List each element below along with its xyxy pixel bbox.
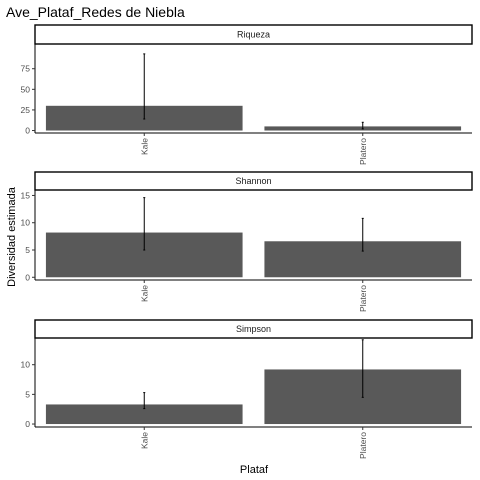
x-tick-label: Platero	[358, 432, 368, 459]
panel-shannon: Shannon 0 5 10 15 Kale Platero	[21, 171, 473, 312]
y-tick-label: 5	[25, 245, 30, 255]
x-tick-label: Kale	[139, 285, 149, 302]
bar-kale	[45, 404, 243, 425]
x-tick-label: Platero	[358, 285, 368, 312]
y-tick-label: 5	[25, 389, 30, 399]
chart-title: Ave_Plataf_Redes de Niebla	[6, 4, 185, 20]
strip-label: Simpson	[236, 324, 271, 334]
y-axis-title: Diversidad estimada	[6, 186, 18, 287]
x-tick-label: Platero	[358, 138, 368, 165]
x-tick-label: Kale	[139, 138, 149, 155]
strip-box	[34, 24, 473, 45]
strip-label: Shannon	[235, 176, 271, 186]
panel-riqueza: Riqueza 0 25 50 75 Kale Platero	[21, 24, 473, 165]
strip-box	[34, 171, 473, 191]
strip-box	[34, 319, 473, 339]
panel-simpson: Simpson 0 5 10 Kale Platero	[21, 319, 473, 459]
x-axis-title: Plataf	[240, 464, 269, 476]
y-tick-label: 10	[21, 360, 31, 370]
y-tick-label: 0	[25, 419, 30, 429]
y-tick-label: 25	[21, 105, 31, 115]
x-tick-label: Kale	[139, 432, 149, 449]
y-tick-label: 0	[25, 272, 30, 282]
y-tick-label: 50	[21, 84, 31, 94]
y-tick-label: 10	[21, 218, 31, 228]
strip-label: Riqueza	[237, 30, 270, 40]
y-tick-label: 15	[21, 190, 31, 200]
y-tick-label: 0	[25, 126, 30, 136]
y-tick-label: 75	[21, 64, 31, 74]
